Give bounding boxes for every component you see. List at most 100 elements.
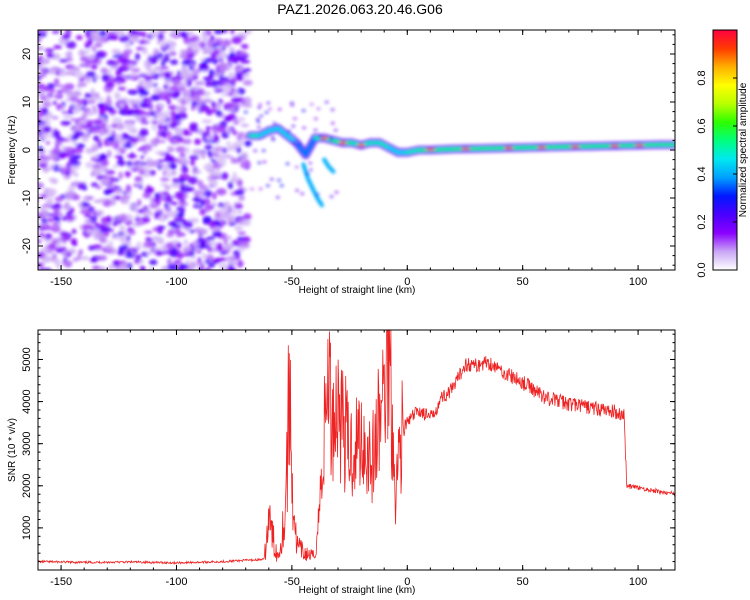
spectrogram-speckle: [135, 53, 141, 61]
spectrogram-speckle: [51, 222, 58, 226]
spectrogram-speckle: [50, 204, 61, 209]
spectrogram-speckle: [159, 66, 169, 70]
spectrogram-speckle: [214, 146, 224, 153]
spectrogram-speckle: [48, 242, 57, 251]
spectrogram-speckle: [169, 121, 178, 129]
spectrogram-speckle: [53, 78, 60, 85]
spectrogram-speckle: [218, 75, 224, 80]
spectrogram-speckle: [89, 35, 98, 40]
spectrogram-speckle: [157, 140, 166, 143]
spectrogram-speckle: [138, 169, 145, 175]
spectrogram-speckle: [50, 164, 55, 169]
spectrogram-speckle: [87, 206, 95, 213]
spectrogram-speckle: [232, 207, 237, 216]
spectrogram-speckle: [86, 110, 94, 116]
spectrogram-speckle: [329, 137, 334, 141]
spectrogram-speckle: [207, 150, 213, 157]
spectrogram-speckle: [163, 167, 170, 173]
spectrogram-speckle: [56, 261, 61, 270]
x-tick-label: 100: [629, 576, 647, 588]
spectrogram-speckle: [176, 212, 184, 218]
spectrogram-speckle: [47, 68, 57, 75]
spectrogram-speckle: [204, 80, 212, 87]
spectrogram-speckle: [176, 206, 186, 213]
spectrogram-speckle: [136, 199, 142, 207]
spectrogram-speckle: [110, 235, 120, 240]
spectrogram-speckle: [123, 143, 133, 149]
spectrogram-speckle: [112, 221, 118, 227]
spectrogram-speckle: [170, 30, 180, 35]
spectrogram-speckle: [305, 172, 310, 176]
spectrogram-speckle: [173, 259, 182, 264]
spectrogram-speckle: [159, 113, 169, 120]
spectrogram-speckle: [172, 170, 177, 176]
spectrogram-speckle: [228, 47, 236, 52]
spectrogram-speckle: [234, 189, 245, 196]
spectrogram-speckle: [112, 165, 119, 169]
spectrogram-speckle: [208, 220, 216, 229]
spectrogram-ridge-segment: [378, 141, 391, 150]
spectrogram-ridge-segment: [544, 145, 570, 148]
spectrogram-speckle: [38, 74, 47, 78]
spectrogram-speckle: [257, 161, 262, 165]
spectrogram-speckle: [256, 120, 261, 124]
spectrogram-speckle: [72, 257, 79, 262]
spectrogram-speckle: [257, 106, 262, 110]
spectrogram-speckle: [293, 140, 298, 144]
spectrogram-speckle: [38, 239, 42, 244]
spectrogram-speckle: [38, 205, 46, 211]
spectrogram-speckle: [115, 149, 121, 153]
spectrogram-speckle: [136, 109, 146, 116]
spectrogram-speckle: [202, 46, 207, 55]
spectrogram-speckle: [313, 128, 318, 132]
spectrogram-speckle: [227, 217, 236, 223]
y-tick-label: 10: [21, 96, 33, 108]
spectrogram-speckle: [69, 66, 81, 72]
spectrogram-speckle: [270, 135, 275, 139]
snr-xlabel: Height of straight line (km): [299, 585, 416, 596]
spectrogram-speckle: [148, 69, 156, 76]
spectrogram-speckle: [219, 205, 225, 210]
spectrogram-speckle: [172, 84, 178, 93]
spectrogram-speckle: [119, 67, 129, 72]
spectrogram-hotspot: [338, 141, 347, 145]
spectrogram-speckle: [169, 249, 179, 258]
spectrogram-speckle: [237, 209, 243, 215]
spectrogram-speckle: [170, 92, 180, 99]
spectrogram-speckle: [56, 103, 63, 111]
spectrogram-speckle: [165, 233, 175, 238]
spectrogram-speckle: [136, 241, 142, 246]
spectrogram-speckle: [135, 254, 142, 262]
spectrogram-speckle: [84, 219, 93, 224]
spectrogram-speckle: [189, 96, 200, 102]
spectrogram-speckle: [256, 125, 261, 129]
spectrogram-speckle: [220, 210, 231, 218]
spectrogram-speckle: [58, 58, 69, 63]
spectrogram-speckle: [204, 144, 214, 150]
spectrogram-speckle: [219, 219, 227, 224]
spectrogram-speckle: [197, 193, 206, 199]
spectrogram-speckle: [236, 260, 244, 268]
x-tick-label: -150: [50, 276, 72, 288]
spectrogram-speckle: [91, 143, 99, 151]
spectrogram-speckle: [203, 163, 213, 171]
spectrogram-speckle: [211, 58, 219, 65]
spectrogram-speckle: [53, 84, 65, 88]
spectrogram-speckle: [177, 177, 186, 184]
spectrogram-speckle: [167, 263, 178, 270]
spectrogram-speckle: [81, 224, 91, 230]
spectrogram-speckle: [65, 41, 77, 49]
spectrogram-speckle: [165, 152, 170, 158]
spectrogram-speckle: [52, 100, 57, 106]
spectrogram-speckle: [185, 259, 190, 266]
spectrogram-speckle: [170, 59, 179, 65]
colorbar-tick-label: 0.2: [696, 214, 708, 229]
spectrogram-speckle: [190, 159, 196, 166]
spectrogram-speckle: [93, 232, 105, 241]
spectrogram-speckle: [213, 89, 224, 93]
spectrogram-speckle: [188, 155, 199, 160]
spectrogram-speckle: [53, 216, 61, 222]
spectrogram-speckle: [160, 177, 170, 182]
spectrogram-speckle: [157, 32, 165, 41]
spectrogram-speckle: [160, 61, 166, 67]
